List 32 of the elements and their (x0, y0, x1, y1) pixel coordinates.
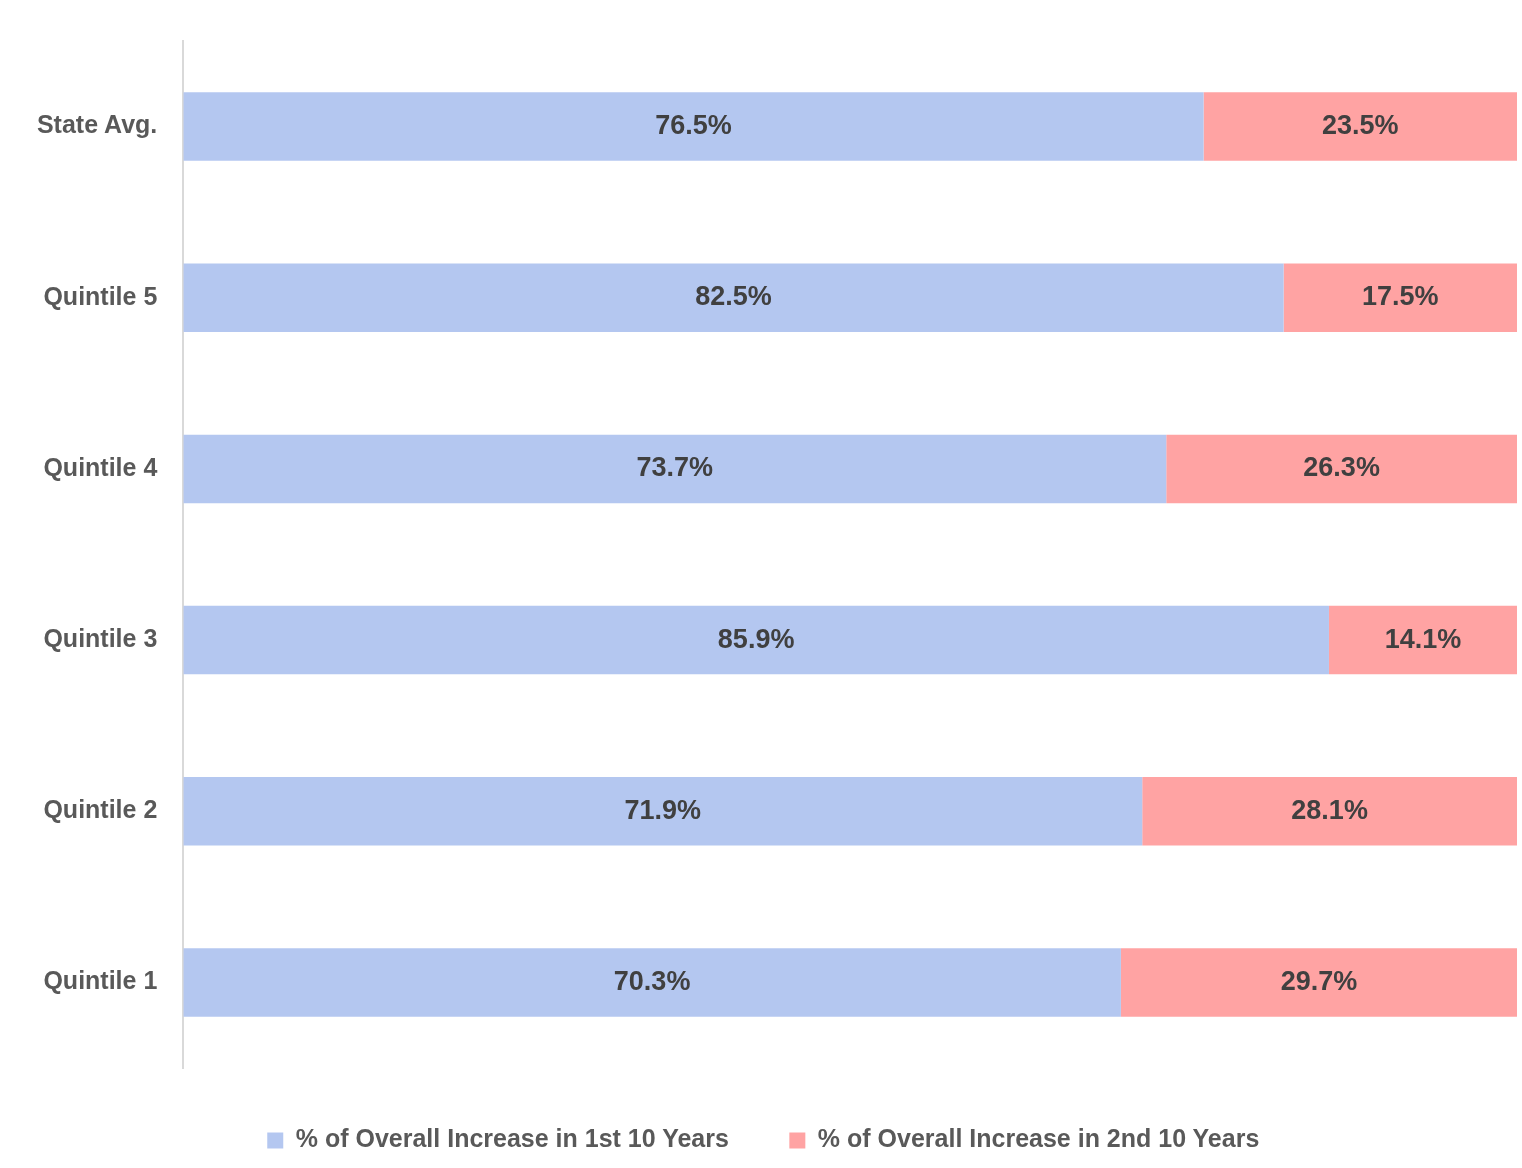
legend-label: % of Overall Increase in 2nd 10 Years (817, 1124, 1260, 1153)
bar (1142, 777, 1517, 846)
bar (183, 263, 1284, 332)
y-tick-label: State Avg. (36, 110, 158, 139)
data-label: 14.1% (1384, 623, 1462, 654)
bar (1120, 948, 1517, 1017)
data-label: 23.5% (1322, 110, 1399, 141)
y-tick-label: Quintile 3 (43, 623, 158, 652)
bar (1203, 92, 1517, 161)
data-label: 28.1% (1291, 794, 1368, 825)
y-tick-label: Quintile 4 (43, 452, 158, 481)
data-label: 17.5% (1362, 281, 1439, 312)
y-tick-label: Quintile 2 (43, 795, 158, 824)
data-label: 85.9% (717, 623, 795, 654)
data-label: 71.9% (624, 794, 702, 825)
bar (183, 948, 1121, 1017)
bar (183, 605, 1329, 675)
data-label: 29.7% (1280, 965, 1358, 996)
y-tick-label: Quintile 1 (43, 966, 158, 995)
data-label: 82.5% (695, 281, 772, 312)
y-tick-label: Quintile 5 (43, 281, 158, 310)
bar (1283, 263, 1517, 332)
legend-label: % of Overall Increase in 1st 10 Years (295, 1124, 729, 1153)
bar (183, 777, 1143, 846)
data-label: 26.3% (1303, 452, 1380, 483)
bar (1328, 605, 1517, 675)
bar (1166, 434, 1517, 504)
data-label: 73.7% (636, 452, 714, 483)
data-label: 76.5% (655, 110, 732, 141)
bar (183, 434, 1167, 504)
bar (183, 92, 1204, 161)
data-label: 70.3% (613, 965, 691, 996)
